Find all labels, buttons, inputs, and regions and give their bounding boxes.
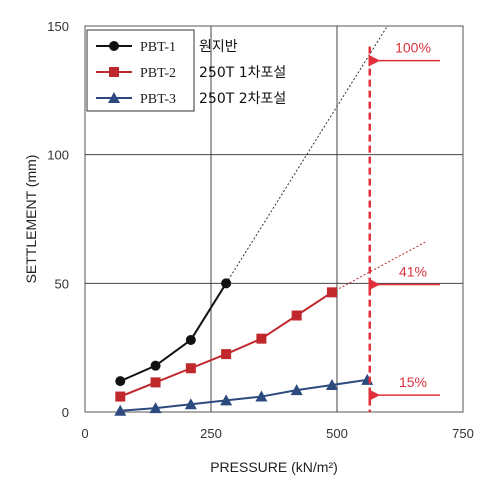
data-point-pbt-1 [185, 334, 196, 345]
x-tick-label: 0 [81, 426, 88, 441]
grid-lines [85, 26, 463, 412]
y-tick-label: 150 [47, 19, 69, 34]
data-point-pbt-3 [255, 390, 268, 402]
legend: PBT-1 원지반 PBT-2 250T 1차포설 PBT-3 250T 2차포설 [86, 29, 286, 112]
extrapolation-line-pbt-2 [331, 241, 426, 293]
data-point-pbt-3 [114, 404, 127, 416]
x-axis-label: PRESSURE (kN/m²) [210, 459, 338, 475]
annotation-label: 41% [399, 263, 427, 279]
legend-note-pbt-2: 250T 1차포설 [199, 65, 286, 81]
data-point-pbt-2 [326, 287, 337, 298]
x-tick-label: 750 [452, 426, 474, 441]
data-point-pbt-2 [115, 391, 126, 402]
data-point-pbt-3 [220, 394, 233, 406]
series-line-pbt-3 [120, 378, 368, 412]
legend-marker-pbt-1 [109, 41, 119, 51]
annotation-label: 15% [399, 374, 427, 390]
y-tick-label: 0 [62, 405, 69, 420]
data-point-pbt-3 [149, 402, 162, 414]
legend-label-pbt-2: PBT-2 [140, 66, 176, 81]
y-tick-label: 100 [47, 148, 69, 163]
data-point-pbt-2 [256, 333, 267, 344]
data-point-pbt-1 [150, 360, 161, 371]
y-tick-label: 50 [55, 276, 69, 291]
data-point-pbt-2 [221, 349, 232, 360]
data-point-pbt-2 [291, 310, 302, 321]
axis-ticks: 0 250 500 750 0 50 100 150 [47, 19, 474, 441]
legend-label-pbt-3: PBT-3 [140, 92, 176, 107]
data-point-pbt-1 [221, 278, 232, 289]
legend-label-pbt-1: PBT-1 [140, 40, 176, 55]
series-markers [114, 278, 374, 416]
x-tick-label: 500 [326, 426, 348, 441]
x-tick-label: 250 [200, 426, 222, 441]
legend-note-pbt-1: 원지반 [199, 39, 238, 55]
data-point-pbt-2 [150, 377, 161, 388]
extrapolation-lines [225, 25, 426, 293]
series-line-pbt-1 [119, 282, 227, 383]
annotation-label: 100% [395, 40, 431, 56]
data-point-pbt-2 [185, 363, 196, 374]
data-point-pbt-3 [290, 384, 303, 396]
annotations: 100% 41% 15% [368, 40, 440, 402]
data-point-pbt-3 [184, 398, 197, 410]
data-point-pbt-1 [115, 376, 126, 387]
y-axis-label: SETTLEMENT (mm) [23, 155, 39, 284]
legend-marker-pbt-3 [108, 92, 120, 103]
data-point-pbt-3 [325, 378, 338, 390]
legend-note-pbt-3: 250T 2차포설 [199, 91, 286, 107]
extrapolation-line-pbt-1 [225, 25, 388, 284]
legend-marker-pbt-2 [109, 67, 119, 77]
